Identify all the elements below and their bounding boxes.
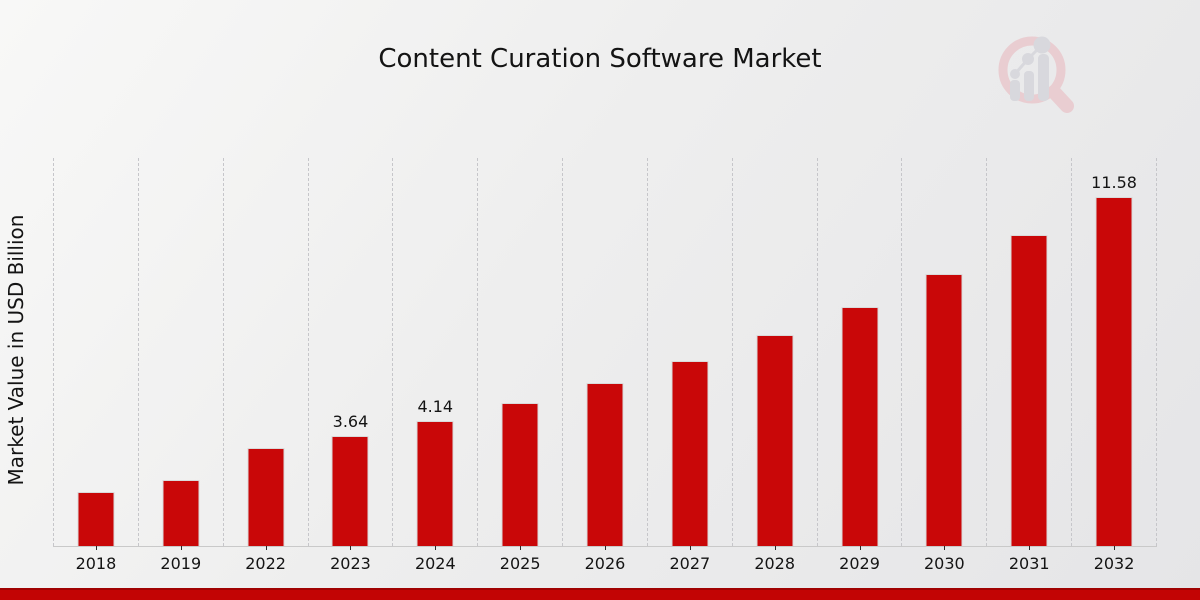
x-axis-tick — [350, 546, 352, 550]
bar-2031 — [1010, 235, 1048, 546]
plot-area: 2018 2019 2022 3.64 2023 4.14 2024 2025 2026 2027… — [53, 158, 1157, 573]
bar-column: 2018 — [53, 158, 138, 573]
x-axis-tick — [520, 546, 522, 550]
bar-column: 2027 — [646, 158, 732, 573]
bar-2019 — [162, 480, 200, 546]
x-axis-tick-label: 2028 — [754, 554, 796, 573]
x-axis-tick-label: 2032 — [1093, 554, 1135, 573]
bar-column: 2028 — [731, 158, 817, 573]
bar-2030 — [925, 274, 963, 546]
x-axis-tick — [180, 546, 182, 550]
bar-2025 — [501, 403, 539, 546]
bar-value-label: 3.64 — [332, 412, 369, 431]
bar-2023 — [331, 436, 369, 546]
bar-column: 2025 — [477, 158, 562, 573]
x-axis-tick — [859, 546, 861, 550]
bar-column: 3.64 2023 — [307, 158, 393, 573]
bar-2029 — [841, 307, 879, 546]
x-axis-tick — [95, 546, 97, 550]
chart-title: Content Curation Software Market — [378, 44, 822, 74]
bar-2018 — [77, 492, 115, 546]
x-axis-tick-label: 2019 — [160, 554, 202, 573]
bar-value-label: 11.58 — [1091, 173, 1137, 192]
bar-column: 2029 — [816, 158, 902, 573]
magnifier-bar-chart-watermark-icon — [998, 36, 1074, 113]
x-axis-tick — [689, 546, 691, 550]
x-axis-tick-label: 2027 — [669, 554, 711, 573]
y-axis-label: Market Value in USD Billion — [4, 214, 28, 486]
bar-column: 2026 — [562, 158, 647, 573]
bar-column: 2019 — [137, 158, 223, 573]
x-axis-tick — [604, 546, 606, 550]
bar-2024 — [416, 421, 454, 546]
x-axis-tick-label: 2029 — [839, 554, 880, 573]
bar-2026 — [586, 383, 624, 546]
bar-2022 — [247, 448, 285, 546]
x-axis-tick-label: 2031 — [1008, 554, 1050, 573]
bar-column: 4.14 2024 — [392, 158, 477, 573]
x-axis-tick — [774, 546, 776, 550]
x-axis-tick — [1114, 546, 1116, 550]
bar-2028 — [756, 335, 794, 546]
x-axis-tick-label: 2023 — [330, 554, 371, 573]
x-axis-tick-label: 2018 — [75, 554, 117, 573]
bar-column: 2031 — [986, 158, 1071, 573]
x-axis-tick-label: 2026 — [584, 554, 626, 573]
x-axis-tick — [1029, 546, 1031, 550]
x-axis-tick-label: 2030 — [924, 554, 965, 573]
bar-column: 2030 — [901, 158, 986, 573]
x-axis-tick — [944, 546, 946, 550]
footer-accent-bar — [0, 588, 1200, 600]
bar-column: 11.58 2032 — [1071, 158, 1157, 573]
bar-value-label: 4.14 — [417, 397, 454, 416]
x-axis-tick-label: 2024 — [414, 554, 456, 573]
bar-2032 — [1095, 197, 1133, 546]
bar-2027 — [671, 361, 709, 546]
x-axis-tick-label: 2022 — [245, 554, 286, 573]
x-axis-tick — [265, 546, 267, 550]
bar-column: 2022 — [222, 158, 308, 573]
x-axis-tick — [435, 546, 437, 550]
x-axis-tick-label: 2025 — [499, 554, 541, 573]
